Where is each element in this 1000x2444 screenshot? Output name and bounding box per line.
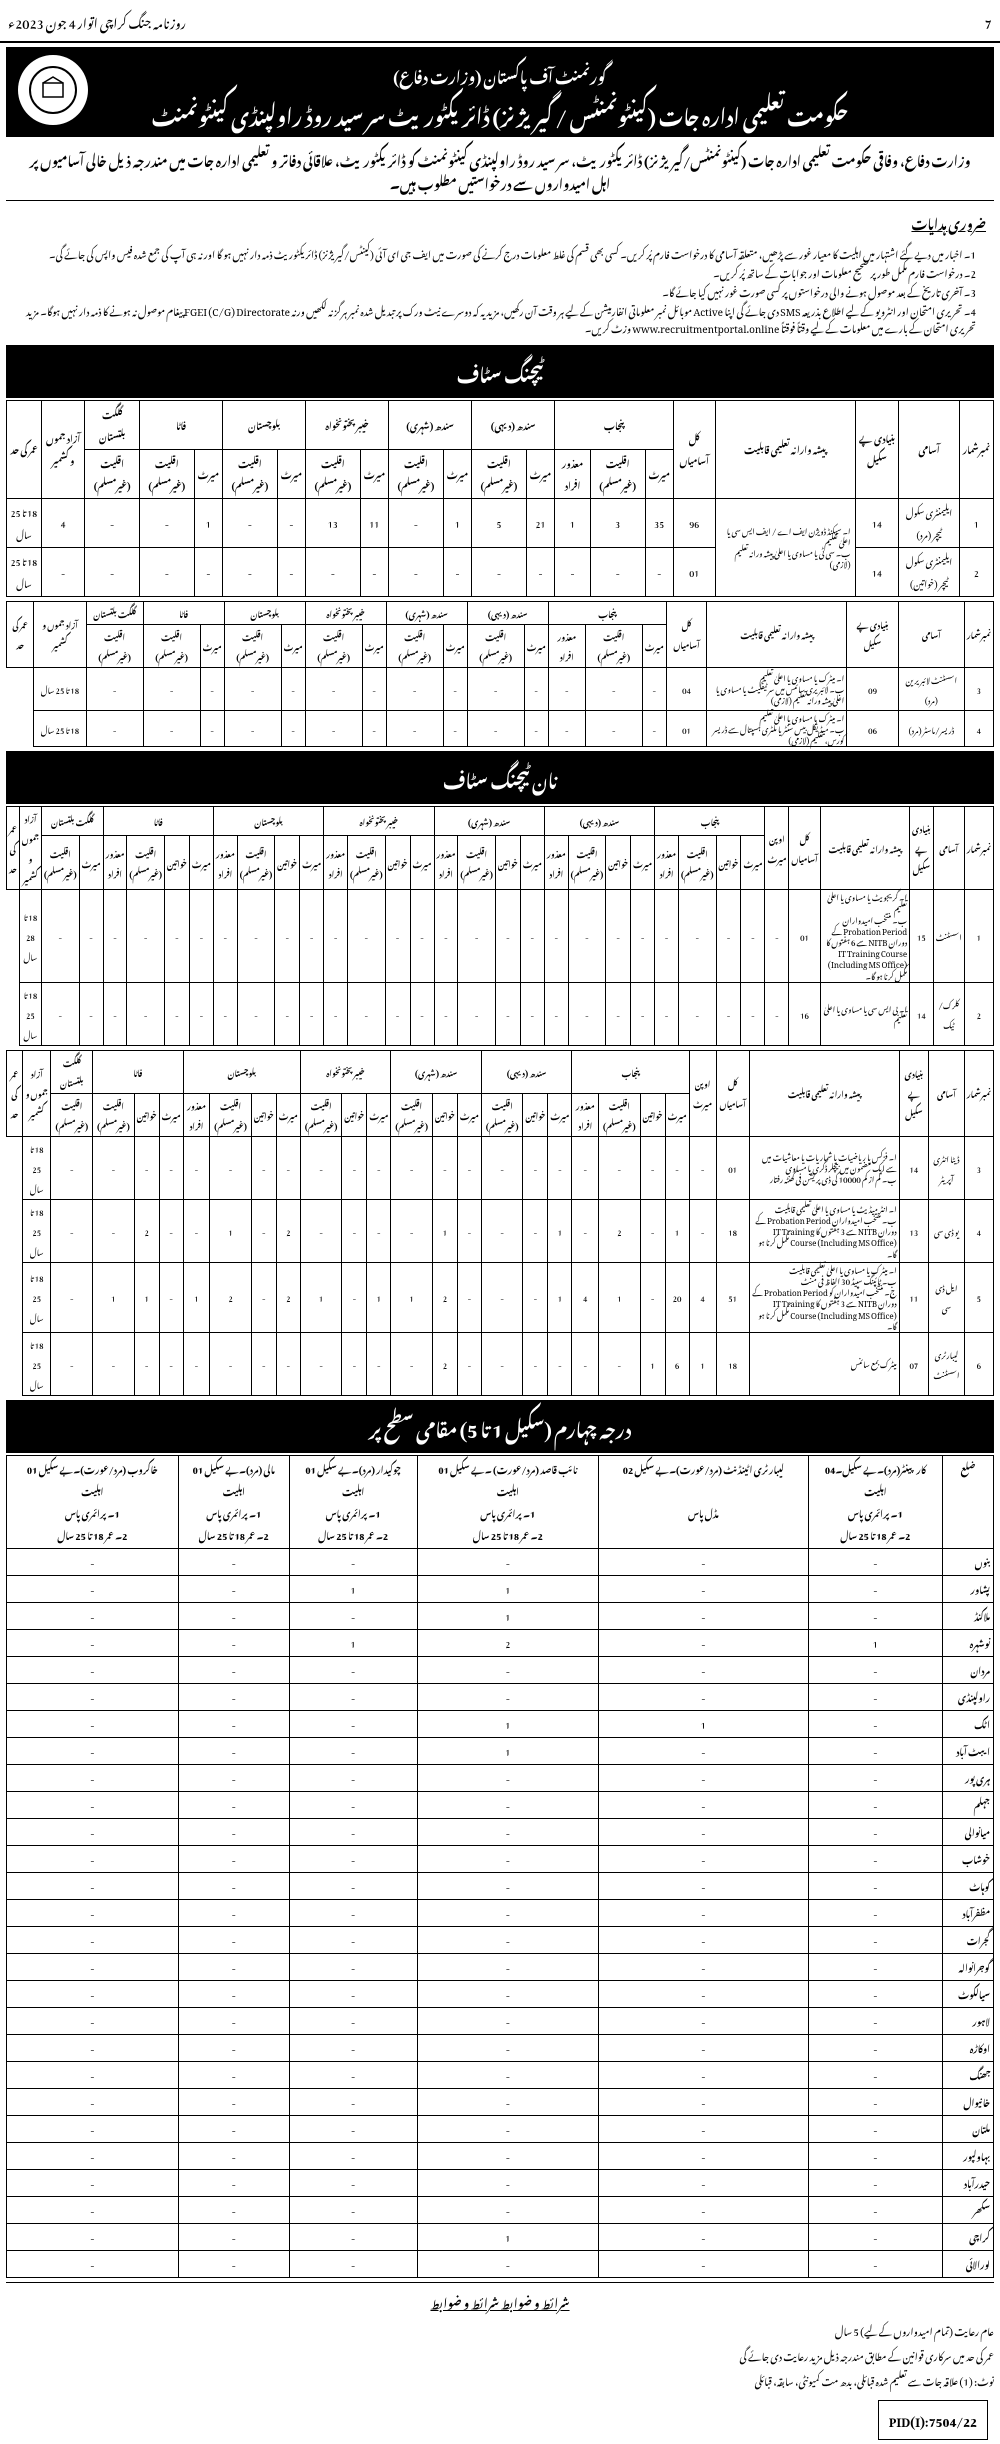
org-logo: [18, 55, 88, 125]
org-main: حکومت تعلیمی ادارہ جات (کینٹونمنٹس / گیر…: [14, 97, 986, 129]
teaching-table-2: نمبرشمارآسامیبنیادی پے سکیلپیشہ وارانہ ت…: [6, 601, 994, 748]
newspaper-date: روزنامہ جنگ کراچی اتوار 4 جون 2023ء: [8, 4, 186, 37]
section-nonteaching: نان ٹیچنگ سٹاف: [6, 751, 994, 804]
notes-list: 1۔ اخبار میں دیے گئے اشتہار میں اہلیت کا…: [0, 242, 1000, 343]
title-block: گورنمنٹ آف پاکستان (وزارت دفاع) حکومت تع…: [6, 47, 994, 137]
teaching-table-1: نمبرشمارآسامیبنیادی پے سکیلپیشہ وارانہ ت…: [6, 400, 994, 597]
class4-table: ضلعکارپینٹر(مرد)۔بے سکیل۔04 اہلیت 1۔ پرا…: [6, 1455, 994, 2278]
notes-title: ضروری ہدایات: [0, 201, 1000, 242]
note-item: 4۔ تحریری امتحان اور انٹرویو کے لیے اطلا…: [24, 301, 976, 335]
section-teaching: ٹیچنگ سٹاف: [6, 345, 994, 398]
terms-line: نوٹ: (1) علاقہ جات سے تعلیم شدہ قبائلی، …: [6, 2367, 994, 2392]
nonteaching-table-1: نمبرشمارآسامیبنیادی پے سکیلپیشہ وارانہ ت…: [6, 806, 994, 1046]
intro-text: وزارت دفاع، وفاقی حکومت تعلیمی ادارہ جات…: [6, 141, 994, 201]
nonteaching-table-2: نمبرشمارآسامیبنیادی پے سکیلپیشہ وارانہ ت…: [6, 1050, 994, 1396]
terms-line: عمر کی حد میں سرکاری قوانین کے مطابق مند…: [6, 2342, 994, 2367]
page-number: 7: [985, 4, 992, 37]
pid-number: PID(I):7504/22: [878, 2400, 988, 2440]
section-class4: درجہ چہارم (سکیل 1 تا 5) مقامی سطح پر: [6, 1400, 994, 1453]
terms-title: شرائط و ضوابط شرائط و ضوابط: [6, 2287, 994, 2317]
terms-line: عام رعایت (تمام امیدواروں کے لیے) 5 سال: [6, 2317, 994, 2342]
terms-block: شرائط و ضوابط شرائط و ضوابط عام رعایت (ت…: [6, 2282, 994, 2392]
page-header: 7 روزنامہ جنگ کراچی اتوار 4 جون 2023ء: [0, 0, 1000, 43]
